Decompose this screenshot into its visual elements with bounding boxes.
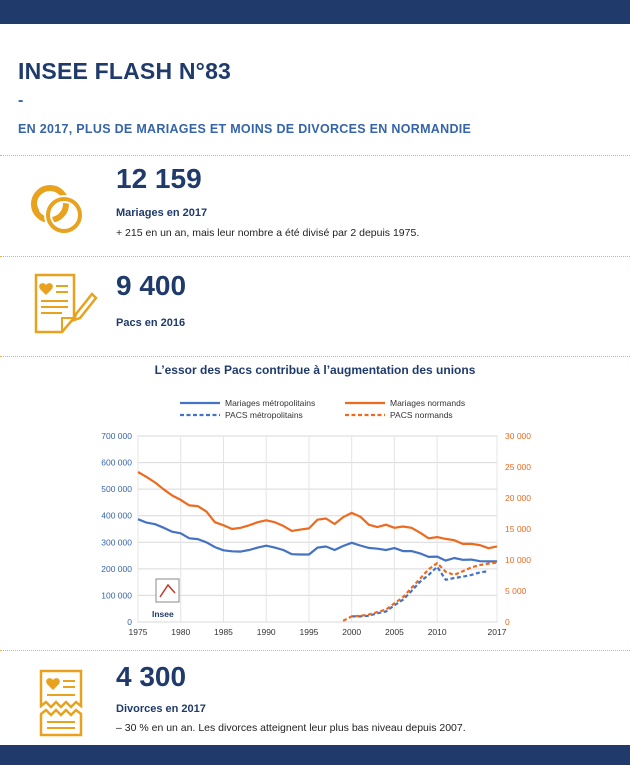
y-left-tick-label: 200 000: [101, 564, 132, 574]
separator: [0, 256, 630, 257]
y-right-tick-label: 10 000: [505, 555, 531, 565]
insee-logo-glyph: [159, 583, 176, 598]
insee-logo-text: Insee: [152, 609, 174, 619]
pacs-value: 9 400: [116, 270, 187, 301]
bottom-band: [0, 745, 630, 765]
y-left-tick-label: 0: [127, 617, 132, 627]
series-line-0: [137, 518, 497, 563]
document-heart-icon: [34, 273, 98, 334]
plot-frame: [137, 435, 498, 623]
torn-document-heart-icon: [39, 669, 83, 737]
pacs-label: Pacs en 2016: [116, 317, 186, 329]
separator: [0, 155, 630, 156]
page-title: INSEE FLASH N°83: [18, 58, 232, 84]
y-right-tick-label: 20 000: [505, 493, 531, 503]
y-right-tick-label: 5 000: [505, 586, 527, 596]
x-tick-label: 2005: [385, 627, 404, 637]
x-tick-label: 2017: [488, 627, 507, 637]
page-subtitle: EN 2017, PLUS DE MARIAGES ET MOINS DE DI…: [18, 122, 472, 136]
x-tick-label: 1995: [299, 627, 318, 637]
x-tick-label: 1990: [257, 627, 276, 637]
chart-title: L’essor des Pacs contribue à l’augmentat…: [154, 363, 476, 377]
separator: [0, 650, 630, 651]
insee-logo-mark: [155, 578, 180, 603]
x-tick-label: 1985: [214, 627, 233, 637]
mariages-label: Mariages en 2017: [116, 207, 208, 219]
y-right-tick-label: 15 000: [505, 524, 531, 534]
y-left-tick-label: 600 000: [101, 458, 132, 468]
mariages-value: 12 159: [116, 163, 202, 194]
divorces-label: Divorces en 2017: [116, 703, 206, 715]
y-left-tick-label: 500 000: [101, 484, 132, 494]
mariages-desc: + 215 en un an, mais leur nombre a été d…: [116, 227, 420, 239]
y-left-tick-label: 100 000: [101, 590, 132, 600]
divorces-desc: – 30 % en un an. Les divorces atteignent…: [116, 722, 466, 734]
legend-entry: PACS métropolitains: [225, 410, 303, 420]
x-tick-label: 1980: [171, 627, 190, 637]
series-line-3: [342, 561, 498, 622]
x-tick-label: 1975: [129, 627, 148, 637]
title-dash: -: [18, 92, 24, 109]
separator: [0, 356, 630, 357]
x-tick-label: 2000: [342, 627, 361, 637]
legend-entry: Mariages métropolitains: [225, 398, 315, 408]
chart: 0 100 000 200 000 300 000 400 000 500 000 600 …: [101, 398, 531, 637]
y-right-tick-label: 30 000: [505, 431, 531, 441]
y-left-tick-label: 300 000: [101, 537, 132, 547]
y-left-tick-label: 700 000: [101, 431, 132, 441]
divorces-value: 4 300: [116, 661, 187, 692]
series-line-2: [351, 565, 489, 618]
rings-icon: [31, 185, 84, 235]
y-right-tick-label: 0: [505, 617, 510, 627]
legend-entry: PACS normands: [390, 410, 453, 420]
top-band: [0, 0, 630, 24]
y-left-tick-label: 400 000: [101, 511, 132, 521]
series-line-1: [137, 471, 498, 550]
x-tick-label: 2010: [428, 627, 447, 637]
legend-entry: Mariages normands: [390, 398, 465, 408]
y-right-tick-label: 25 000: [505, 462, 531, 472]
